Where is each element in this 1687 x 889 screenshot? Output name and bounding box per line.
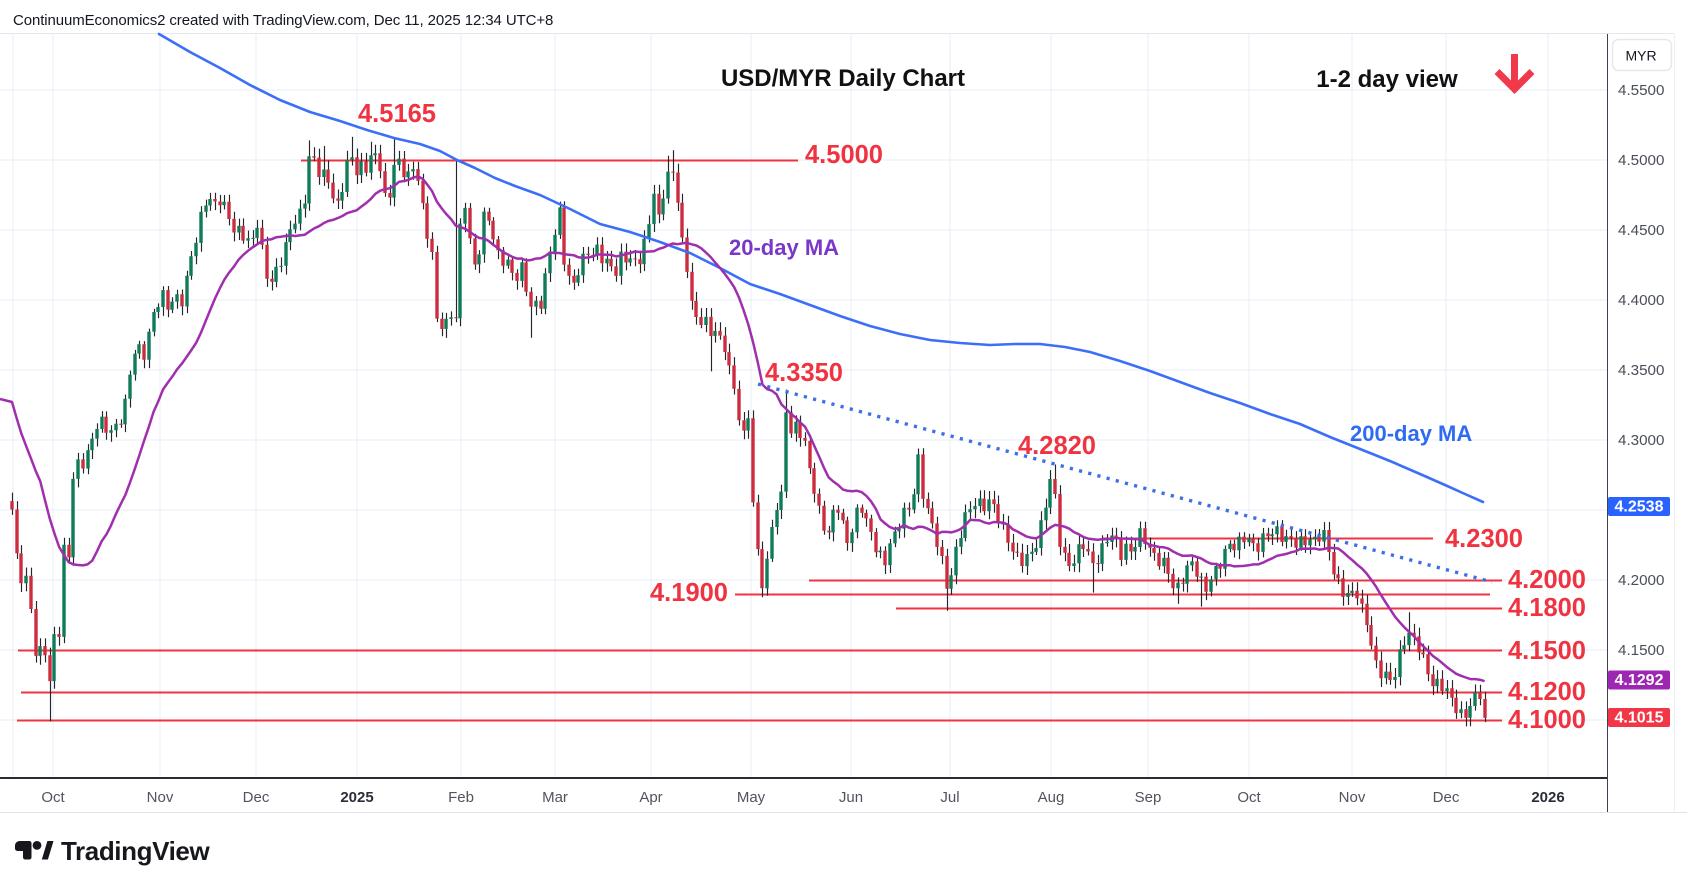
- svg-text:Sep: Sep: [1135, 789, 1162, 806]
- svg-text:4.2000: 4.2000: [1618, 572, 1664, 589]
- svg-text:TradingView: TradingView: [61, 836, 210, 866]
- svg-text:200-day MA: 200-day MA: [1350, 421, 1472, 446]
- svg-text:4.5000: 4.5000: [1618, 152, 1664, 169]
- svg-text:4.2000: 4.2000: [1508, 566, 1586, 594]
- svg-text:4.2300: 4.2300: [1445, 525, 1523, 553]
- svg-text:Jul: Jul: [940, 789, 959, 806]
- svg-text:Dec: Dec: [243, 789, 270, 806]
- svg-text:Apr: Apr: [639, 789, 662, 806]
- svg-text:4.1292: 4.1292: [1615, 672, 1664, 689]
- svg-text:Nov: Nov: [147, 789, 174, 806]
- svg-text:Oct: Oct: [41, 789, 65, 806]
- svg-text:MYR: MYR: [1625, 48, 1656, 64]
- svg-text:Mar: Mar: [542, 789, 568, 806]
- svg-text:4.3500: 4.3500: [1618, 362, 1664, 379]
- svg-text:Oct: Oct: [1237, 789, 1261, 806]
- svg-text:2025: 2025: [340, 789, 373, 806]
- svg-text:Nov: Nov: [1339, 789, 1366, 806]
- svg-text:4.5000: 4.5000: [805, 141, 883, 169]
- svg-text:1-2 day view: 1-2 day view: [1316, 66, 1458, 93]
- svg-text:4.1500: 4.1500: [1508, 637, 1586, 665]
- svg-text:4.5500: 4.5500: [1618, 82, 1664, 99]
- svg-text:ContinuumEconomics2 created wi: ContinuumEconomics2 created with Trading…: [13, 12, 553, 29]
- svg-text:4.2538: 4.2538: [1615, 499, 1664, 516]
- svg-text:4.4500: 4.4500: [1618, 222, 1664, 239]
- svg-text:4.3000: 4.3000: [1618, 432, 1664, 449]
- svg-text:Aug: Aug: [1038, 789, 1065, 806]
- svg-text:4.1200: 4.1200: [1508, 678, 1586, 706]
- svg-text:4.2820: 4.2820: [1018, 432, 1096, 460]
- svg-text:4.5165: 4.5165: [358, 100, 436, 128]
- svg-text:4.4000: 4.4000: [1618, 292, 1664, 309]
- svg-text:4.3350: 4.3350: [765, 359, 843, 387]
- svg-text:2026: 2026: [1531, 789, 1564, 806]
- svg-text:4.1015: 4.1015: [1615, 710, 1664, 727]
- svg-text:USD/MYR Daily Chart: USD/MYR Daily Chart: [721, 65, 965, 92]
- svg-text:4.1500: 4.1500: [1618, 642, 1664, 659]
- svg-text:Jun: Jun: [839, 789, 863, 806]
- svg-text:Feb: Feb: [448, 789, 474, 806]
- svg-text:4.1000: 4.1000: [1508, 706, 1586, 734]
- svg-text:May: May: [737, 789, 766, 806]
- svg-text:4.1800: 4.1800: [1508, 594, 1586, 622]
- svg-text:4.1900: 4.1900: [650, 579, 728, 607]
- svg-text:Dec: Dec: [1433, 789, 1460, 806]
- svg-text:20-day MA: 20-day MA: [729, 235, 839, 260]
